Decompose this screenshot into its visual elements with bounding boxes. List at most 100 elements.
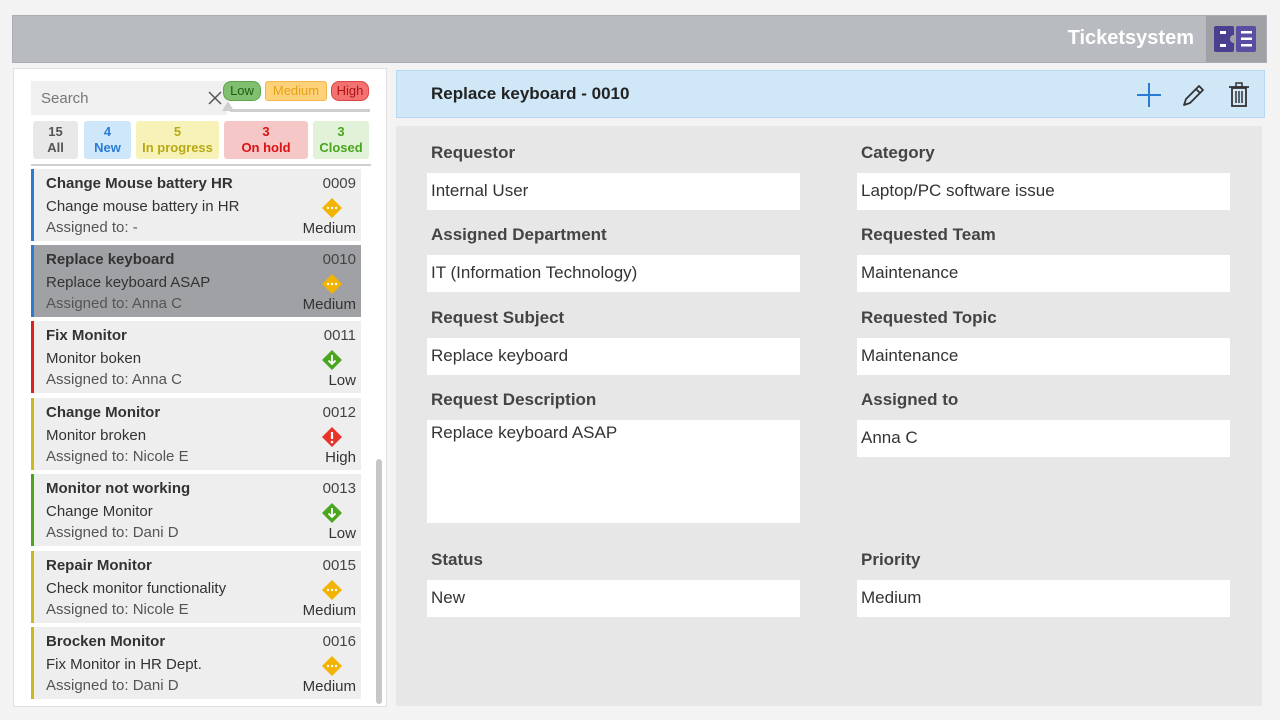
ticket-row[interactable]: Monitor not working 0013 Change Monitor Ass… <box>31 474 361 546</box>
filter-label: New <box>94 140 121 155</box>
detail-header: Replace keyboard - 0010 <box>396 70 1265 118</box>
arrow-down-icon <box>322 503 342 523</box>
priority-slider[interactable]: Low Medium High <box>222 80 372 118</box>
ticket-description: Check monitor functionality <box>46 580 227 597</box>
ticket-description: Change Monitor <box>46 503 153 520</box>
status-color-bar <box>31 169 34 241</box>
close-icon[interactable] <box>207 90 223 106</box>
ticket-id: 0010 <box>322 251 356 268</box>
priority-low-chip[interactable]: Low <box>223 81 261 101</box>
filter-all[interactable]: 15 All <box>33 121 78 159</box>
search-box <box>31 81 227 115</box>
ticket-id: 0016 <box>322 633 356 650</box>
ticket-title: Brocken Monitor <box>46 633 166 650</box>
app-title: Ticketsystem <box>1067 27 1194 49</box>
ticket-priority-label: Medium <box>302 602 356 619</box>
ticket-priority-label: Medium <box>302 678 356 695</box>
assigned-department-field[interactable]: IT (Information Technology) <box>427 255 800 292</box>
ticket-description: Change mouse battery in HR <box>46 198 240 215</box>
ticket-list-icon <box>1214 26 1256 52</box>
ellipsis-icon <box>322 580 342 600</box>
ticket-id: 0015 <box>322 557 356 574</box>
status-color-bar <box>31 245 34 317</box>
assigned-to-label: Assigned to <box>861 390 959 409</box>
ticket-row[interactable]: Repair Monitor 0015 Check monitor function… <box>31 551 361 623</box>
status-color-bar <box>31 551 34 623</box>
pencil-icon[interactable] <box>1178 81 1208 109</box>
priority-high-chip[interactable]: High <box>331 81 369 101</box>
request-description-field[interactable]: Replace keyboard ASAP <box>427 420 800 523</box>
priority-medium-chip[interactable]: Medium <box>265 81 327 101</box>
ticket-detail-form: Requestor Internal User Category Laptop/… <box>396 126 1262 706</box>
status-color-bar <box>31 474 34 546</box>
assigned-department-label: Assigned Department <box>431 225 607 244</box>
request-subject-label: Request Subject <box>431 308 565 327</box>
ticket-id: 0011 <box>323 327 356 344</box>
requested-team-label: Requested Team <box>861 225 996 244</box>
status-label: Status <box>431 550 483 569</box>
exclamation-icon <box>322 427 342 447</box>
filter-closed[interactable]: 3 Closed <box>313 121 369 159</box>
priority-slider-track[interactable] <box>230 109 370 112</box>
priority-slider-thumb[interactable] <box>222 101 234 111</box>
ticket-row[interactable]: Fix Monitor 0011 Monitor boken Assigned to:… <box>31 321 361 393</box>
status-color-bar <box>31 398 34 470</box>
ticket-priority-label: Low <box>328 525 356 542</box>
status-color-bar <box>31 321 34 393</box>
trash-icon[interactable] <box>1224 81 1254 109</box>
request-subject-field[interactable]: Replace keyboard <box>427 338 800 375</box>
priority-field[interactable]: Medium <box>857 580 1230 617</box>
ellipsis-icon <box>322 656 342 676</box>
ticket-title: Change Mouse battery HR <box>46 175 233 192</box>
ticket-title: Replace keyboard <box>46 251 175 268</box>
ticket-title: Fix Monitor <box>46 327 127 344</box>
ticket-list-panel: Low Medium High 15 All 4 New 5 In progre… <box>13 68 387 707</box>
ticket-assignee: Assigned to: Dani D <box>46 677 179 694</box>
requestor-label: Requestor <box>431 143 516 162</box>
ticket-assignee: Assigned to: Dani D <box>46 524 179 541</box>
app-logo[interactable] <box>1206 16 1266 62</box>
filter-on-hold[interactable]: 3 On hold <box>224 121 308 159</box>
request-description-label: Request Description <box>431 390 597 409</box>
priority-label: Priority <box>861 550 921 569</box>
requestor-field[interactable]: Internal User <box>427 173 800 210</box>
ellipsis-icon <box>322 198 342 218</box>
category-field[interactable]: Laptop/PC software issue <box>857 173 1230 210</box>
ticket-priority-label: High <box>325 449 356 466</box>
scrollbar[interactable] <box>376 459 382 704</box>
requested-team-field[interactable]: Maintenance <box>857 255 1230 292</box>
status-color-bar <box>31 627 34 699</box>
app-header: Ticketsystem <box>12 15 1267 63</box>
filter-new[interactable]: 4 New <box>84 121 131 159</box>
ticket-row[interactable]: Replace keyboard 0010 Replace keyboard ASA… <box>31 245 361 317</box>
ticket-description: Monitor broken <box>46 427 147 444</box>
ticket-id: 0009 <box>322 175 356 192</box>
ticket-description: Monitor boken <box>46 350 142 367</box>
requested-topic-field[interactable]: Maintenance <box>857 338 1230 375</box>
ticket-assignee: Assigned to: - <box>46 219 138 236</box>
filter-in-progress[interactable]: 5 In progress <box>136 121 219 159</box>
plus-icon[interactable] <box>1134 81 1164 109</box>
ticket-row[interactable]: Change Mouse battery HR 0009 Change mouse … <box>31 169 361 241</box>
ticket-assignee: Assigned to: Anna C <box>46 295 182 312</box>
assigned-to-field[interactable]: Anna C <box>857 420 1230 457</box>
ticket-title: Repair Monitor <box>46 557 152 574</box>
ticket-list: Change Mouse battery HR 0009 Change mouse … <box>31 169 361 704</box>
status-field[interactable]: New <box>427 580 800 617</box>
ticket-assignee: Assigned to: Nicole E <box>46 448 189 465</box>
ellipsis-icon <box>322 274 342 294</box>
filter-label: In progress <box>142 140 213 155</box>
filter-label: All <box>47 140 64 155</box>
ticket-priority-label: Low <box>328 372 356 389</box>
filter-label: Closed <box>319 140 363 155</box>
ticket-assignee: Assigned to: Anna C <box>46 371 182 388</box>
filter-count: 3 <box>262 124 270 139</box>
ticket-priority-label: Medium <box>302 220 356 237</box>
ticket-title: Monitor not working <box>46 480 191 497</box>
search-input[interactable] <box>41 88 191 108</box>
ticket-row[interactable]: Change Monitor 0012 Monitor broken Assigned… <box>31 398 361 470</box>
ticket-priority-label: Medium <box>302 296 356 313</box>
ticket-row[interactable]: Brocken Monitor 0016 Fix Monitor in HR Dep… <box>31 627 361 699</box>
filter-count: 5 <box>173 124 182 139</box>
ticket-description: Fix Monitor in HR Dept. <box>46 656 202 673</box>
